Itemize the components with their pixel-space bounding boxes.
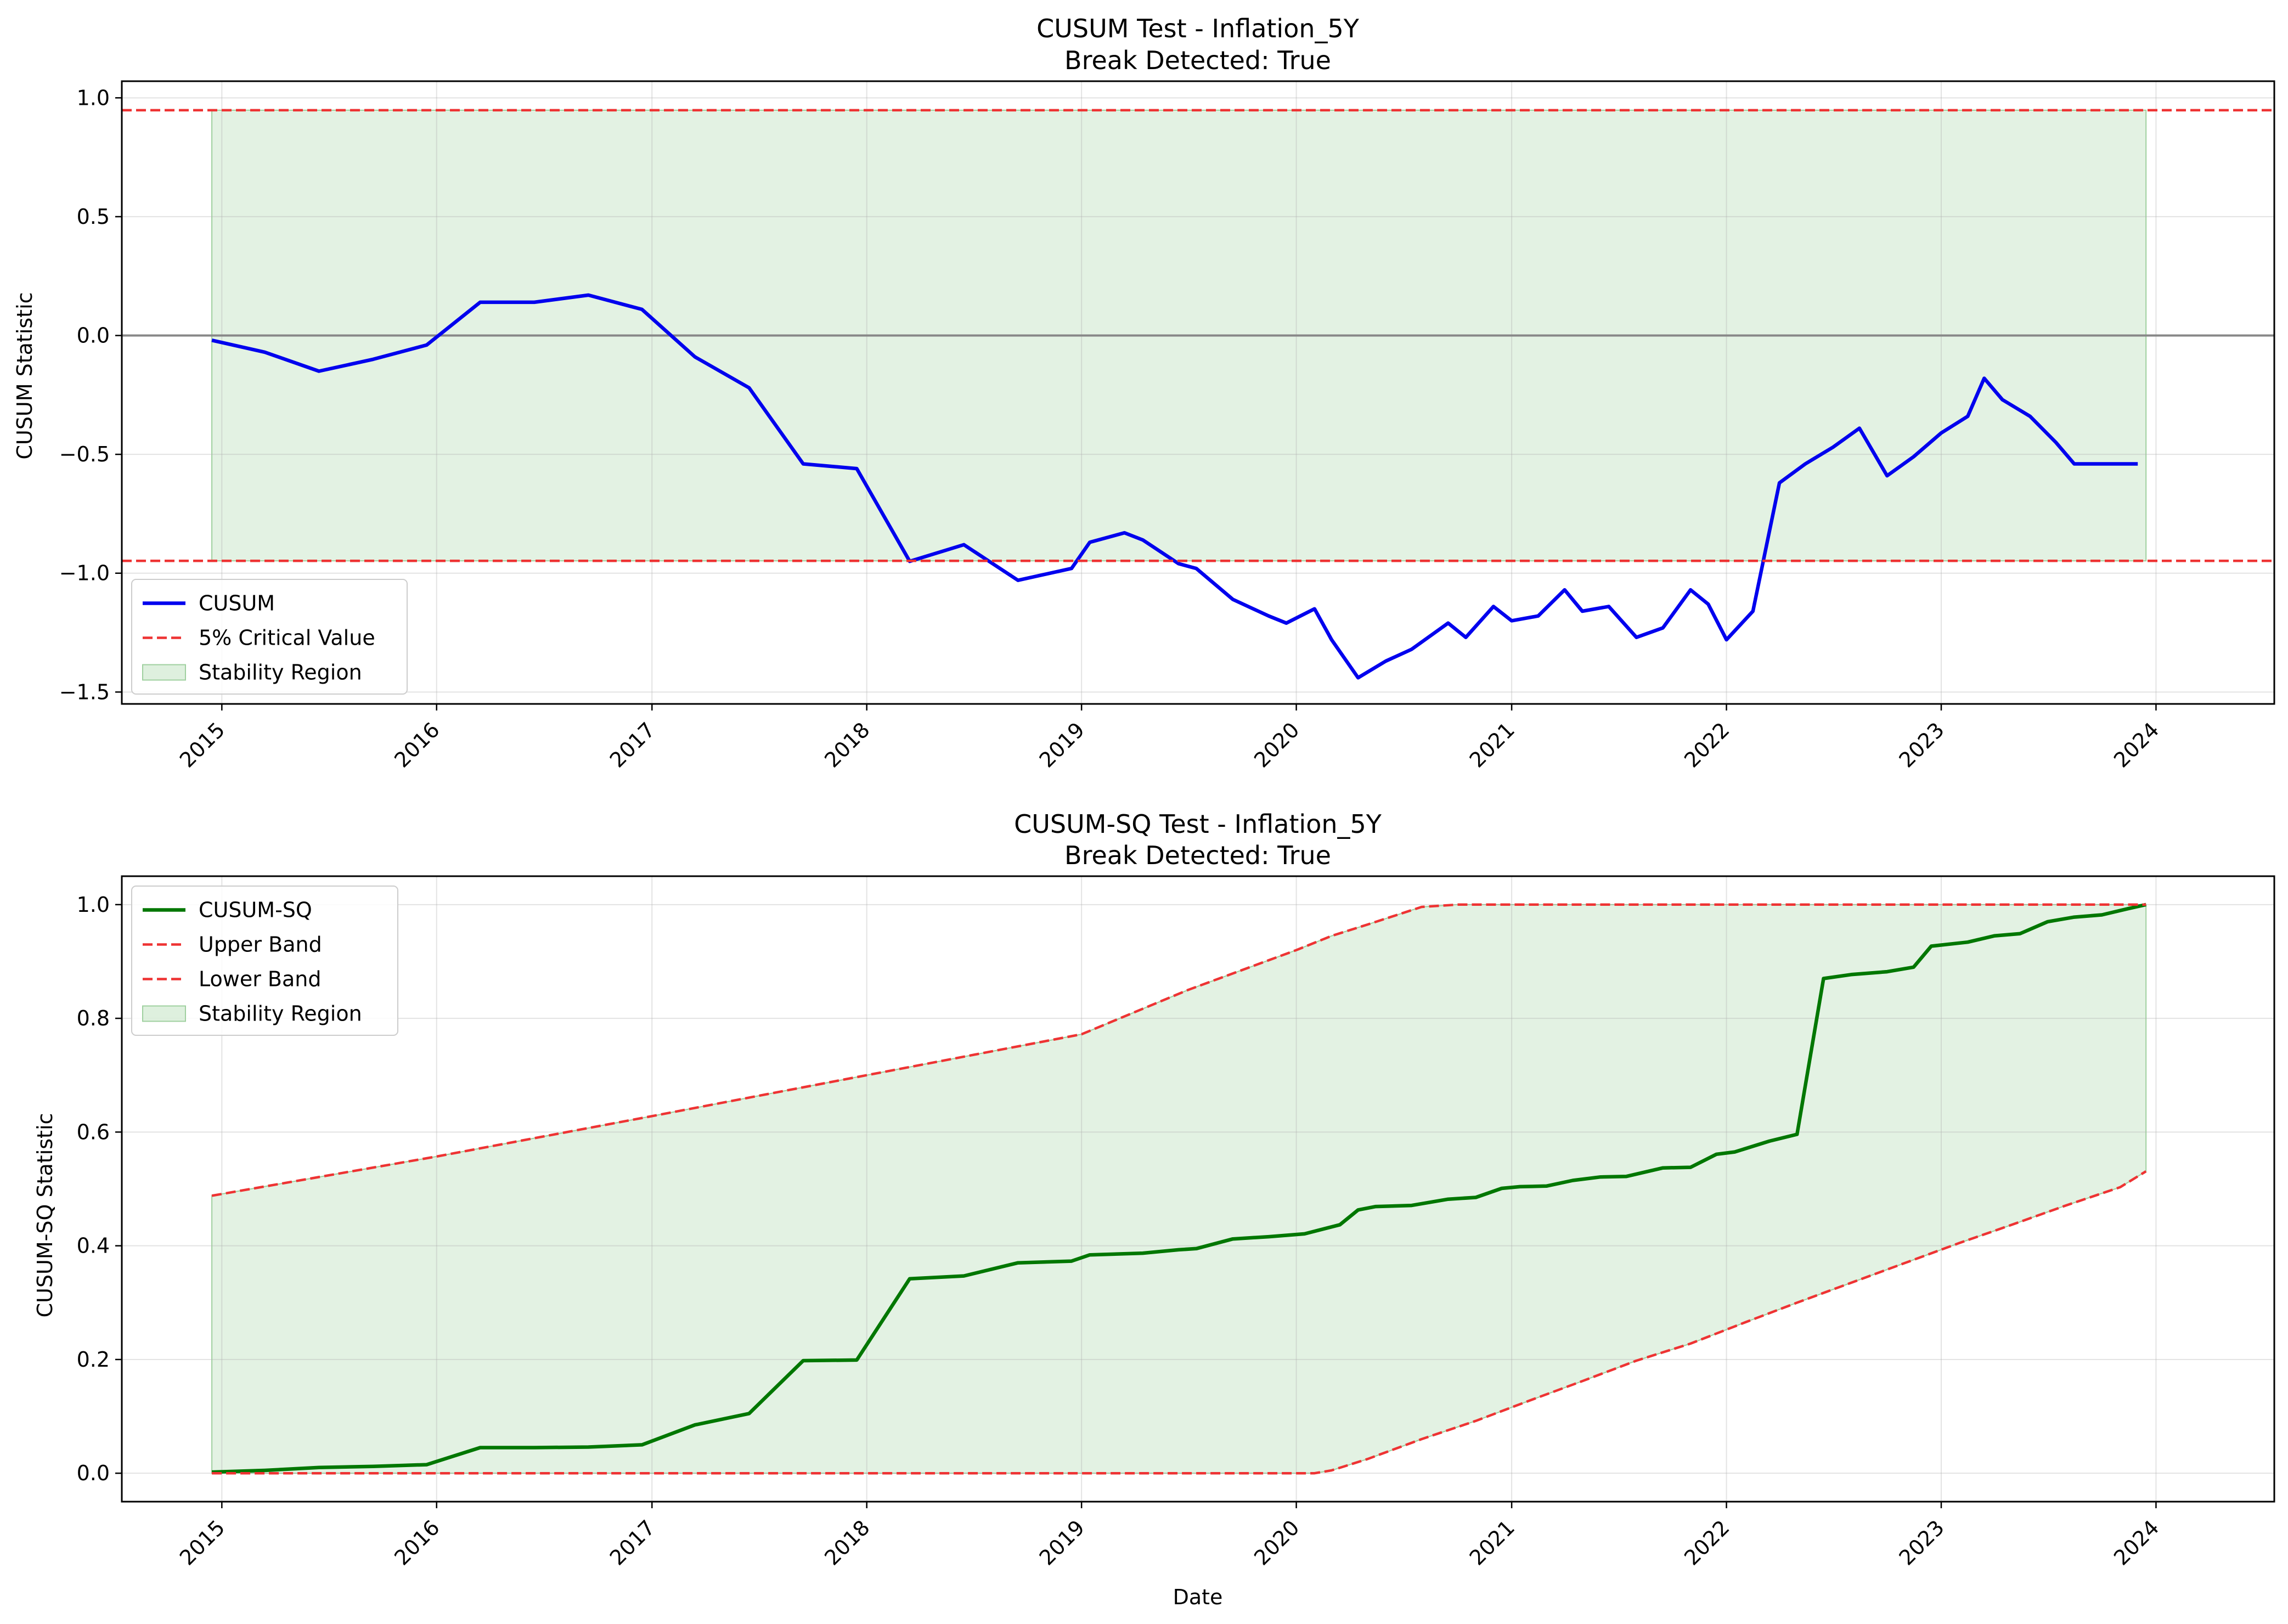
legend-swatch	[142, 1005, 186, 1022]
y-tick-label: −1.0	[59, 561, 110, 585]
legend-entry: 5% Critical Value	[143, 626, 375, 650]
legend-label: Stability Region	[199, 661, 362, 685]
legend-entry: Lower Band	[143, 967, 321, 991]
legend-box	[131, 579, 408, 695]
legend: CUSUM 5% Critical Value Stability Region	[131, 579, 408, 695]
chart-subtitle: Break Detected: True	[1064, 841, 1331, 870]
cusum-sq-chart: CUSUM-SQ Test - Inflation_5Y Break Detec…	[33, 809, 2275, 1609]
y-tick-label: 0.0	[77, 324, 110, 348]
lower-band-line	[212, 1170, 2147, 1475]
x-axis-label: Date	[1173, 1585, 1223, 1609]
legend-entry: Stability Region	[142, 1002, 362, 1026]
legend-entry: CUSUM-SQ	[143, 898, 312, 922]
legend-label: Upper Band	[199, 933, 322, 957]
chart-title: CUSUM-SQ Test - Inflation_5Y	[1014, 809, 1382, 839]
legend-entry: Upper Band	[143, 933, 322, 957]
y-tick-label: −0.5	[59, 442, 110, 466]
legend-entry: Stability Region	[142, 661, 362, 685]
y-tick-label: 0.2	[77, 1347, 110, 1372]
cusum-line	[211, 293, 2138, 680]
y-tick-label: 0.6	[77, 1120, 110, 1144]
upper-band-line	[211, 903, 2146, 1197]
legend-entry: CUSUM	[143, 591, 275, 616]
y-tick-label: 0.0	[77, 1461, 110, 1485]
legend-label: CUSUM-SQ	[199, 898, 312, 922]
legend-label: Stability Region	[199, 1002, 362, 1026]
legend: CUSUM-SQ Upper Band Lower Band Stability Re…	[131, 886, 398, 1036]
chart-title: CUSUM Test - Inflation_5Y	[1036, 14, 1360, 43]
axes-frame	[121, 80, 2275, 705]
legend-swatch	[142, 664, 186, 681]
y-tick-label: 1.0	[77, 893, 110, 917]
y-tick-label: 0.4	[77, 1234, 110, 1258]
legend-label: Lower Band	[199, 967, 321, 991]
y-tick-label: 0.8	[77, 1006, 110, 1030]
y-axis-label: CUSUM-SQ Statistic	[33, 1113, 57, 1318]
legend-box	[131, 886, 398, 1036]
y-tick-label: −1.5	[59, 680, 110, 704]
cusum-chart: CUSUM Test - Inflation_5Y Break Detected…	[13, 14, 2275, 772]
legend-label: CUSUM	[199, 591, 275, 616]
chart-subtitle: Break Detected: True	[1064, 46, 1331, 75]
axes-frame	[121, 875, 2275, 1503]
y-axis-label: CUSUM Statistic	[13, 292, 37, 459]
y-tick-label: 1.0	[77, 86, 110, 110]
cusum-sq-line	[211, 903, 2146, 1474]
legend-label: 5% Critical Value	[199, 626, 375, 650]
y-tick-label: 0.5	[77, 205, 110, 229]
